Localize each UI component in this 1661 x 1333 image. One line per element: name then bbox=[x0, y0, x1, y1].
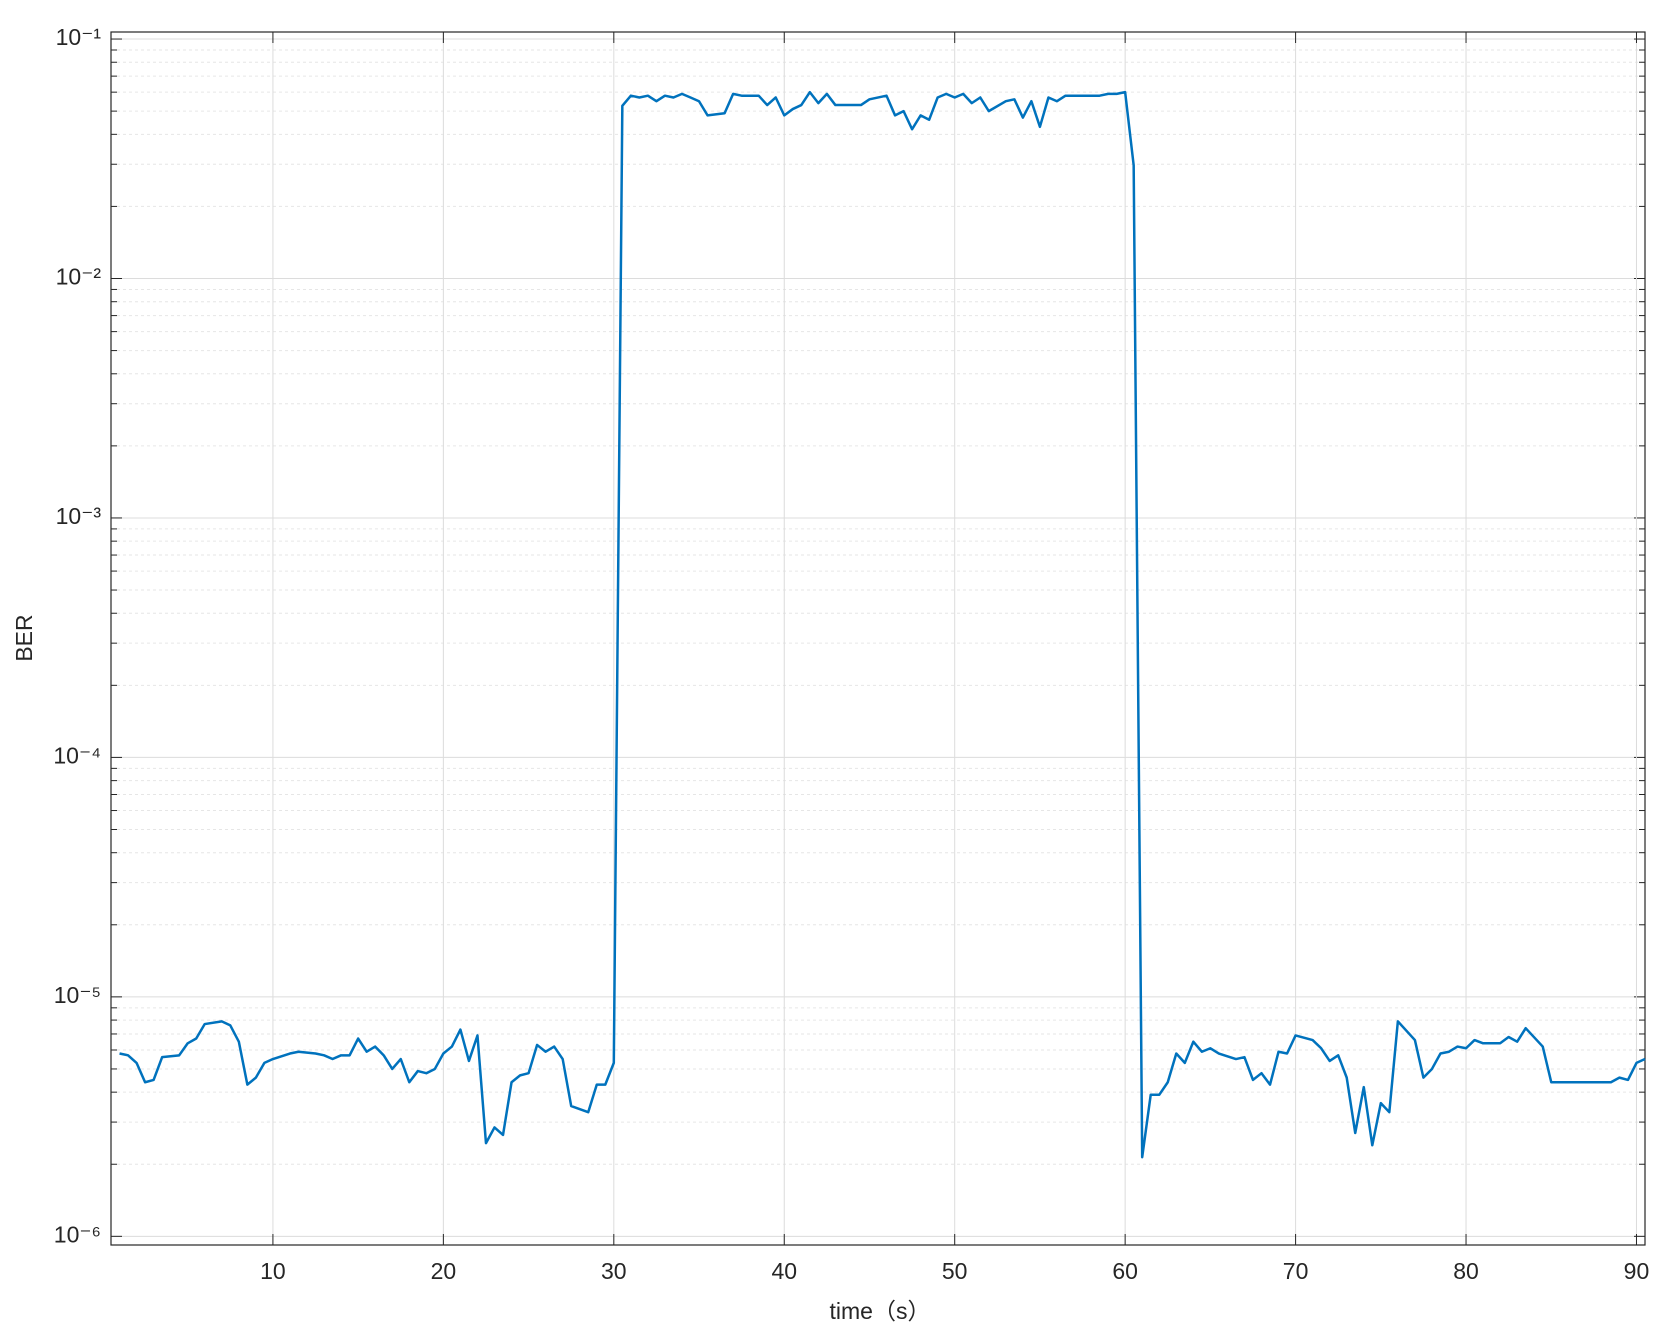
plot-frame bbox=[110, 31, 1646, 1246]
x-tick-label: 50 bbox=[942, 1258, 968, 1284]
x-tick-label: 60 bbox=[1112, 1258, 1138, 1284]
x-axis-label: time（s） bbox=[830, 1298, 931, 1324]
y-axis-label: BER bbox=[11, 614, 37, 661]
y-tick-label: 10⁻⁶ bbox=[54, 1221, 101, 1247]
x-tick-label: 90 bbox=[1624, 1258, 1650, 1284]
x-tick-label: 20 bbox=[431, 1258, 457, 1284]
y-tick-label: 10⁻¹ bbox=[56, 24, 102, 50]
y-tick-label: 10⁻³ bbox=[56, 503, 102, 529]
x-tick-label: 40 bbox=[771, 1258, 797, 1284]
x-tick-label: 80 bbox=[1453, 1258, 1479, 1284]
y-tick-label: 10⁻⁵ bbox=[54, 982, 101, 1008]
x-tick-label: 30 bbox=[601, 1258, 627, 1284]
line-series bbox=[119, 90, 1646, 1159]
y-tick-label: 10⁻⁴ bbox=[53, 742, 101, 768]
x-tick-label: 70 bbox=[1283, 1258, 1309, 1284]
y-tick-label: 10⁻² bbox=[56, 264, 102, 290]
x-tick-label: 10 bbox=[260, 1258, 286, 1284]
